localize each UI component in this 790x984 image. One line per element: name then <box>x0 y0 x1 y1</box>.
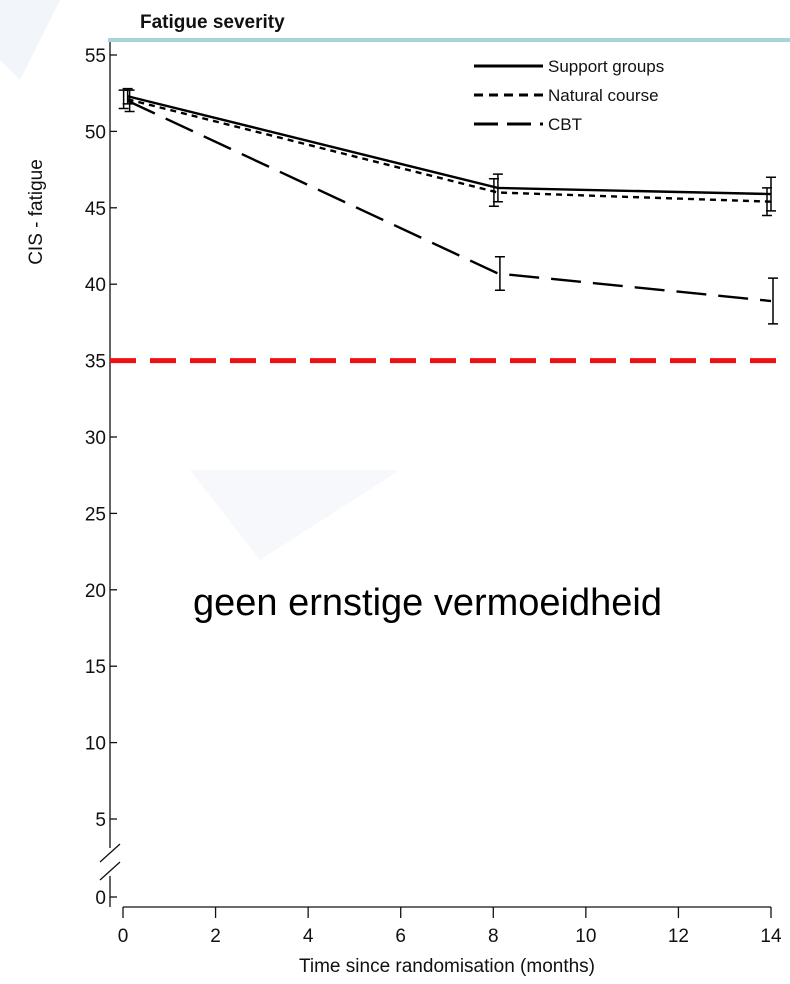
y-tick-label: 40 <box>85 275 106 296</box>
error-bar-cbt <box>124 89 135 113</box>
annotation-text: geen ernstige vermoeidheid <box>193 582 662 624</box>
x-tick-label: 14 <box>760 926 782 947</box>
x-axis-ticks: 0 2 4 6 8 10 12 14 <box>118 907 782 947</box>
series-natural-course <box>118 89 772 217</box>
y-tick-label: 15 <box>85 657 106 678</box>
axes <box>99 42 771 908</box>
x-tick-label: 4 <box>303 926 314 947</box>
y-tick-label: 30 <box>85 428 106 449</box>
y-axis-ticks: 0 5 10 15 20 25 30 35 40 45 50 55 <box>85 46 117 909</box>
error-bar-cbt <box>494 255 505 292</box>
x-tick-label: 8 <box>488 926 499 947</box>
background-decoration <box>0 0 60 80</box>
x-axis-title: Time since randomisation (months) <box>299 956 595 977</box>
y-tick-label: 10 <box>85 734 106 755</box>
legend: Support groups Natural course CBT <box>474 57 664 134</box>
error-bar-natural-course <box>488 178 499 208</box>
series-cbt <box>124 89 778 325</box>
y-tick-label: 45 <box>85 199 106 220</box>
legend-label-cbt: CBT <box>548 115 582 134</box>
x-tick-label: 6 <box>395 926 406 947</box>
series-line-cbt <box>127 99 772 303</box>
x-tick-label: 12 <box>668 926 689 947</box>
y-tick-label: 55 <box>85 46 106 67</box>
y-tick-label: 25 <box>85 504 106 525</box>
error-bar-natural-course <box>762 187 772 217</box>
y-tick-label: 20 <box>85 581 106 602</box>
y-tick-label: 50 <box>85 122 106 143</box>
y-tick-label: 5 <box>95 810 106 831</box>
series-support-groups <box>122 87 776 212</box>
y-tick-label: 0 <box>95 888 106 909</box>
background-decoration <box>190 470 400 560</box>
y-axis-title: CIS - fatigue <box>26 159 47 265</box>
axis-break-marker <box>99 843 121 881</box>
x-tick-label: 2 <box>210 926 221 947</box>
error-bar-cbt <box>768 277 778 325</box>
series-line-natural-course <box>127 98 772 203</box>
y-tick-label: 35 <box>85 352 106 373</box>
x-tick-label: 0 <box>118 926 129 947</box>
chart-title: Fatigue severity <box>140 12 285 33</box>
legend-label-natural-course: Natural course <box>548 86 659 105</box>
x-tick-label: 10 <box>575 926 596 947</box>
legend-label-support-groups: Support groups <box>548 57 664 76</box>
series-layer <box>118 87 778 325</box>
